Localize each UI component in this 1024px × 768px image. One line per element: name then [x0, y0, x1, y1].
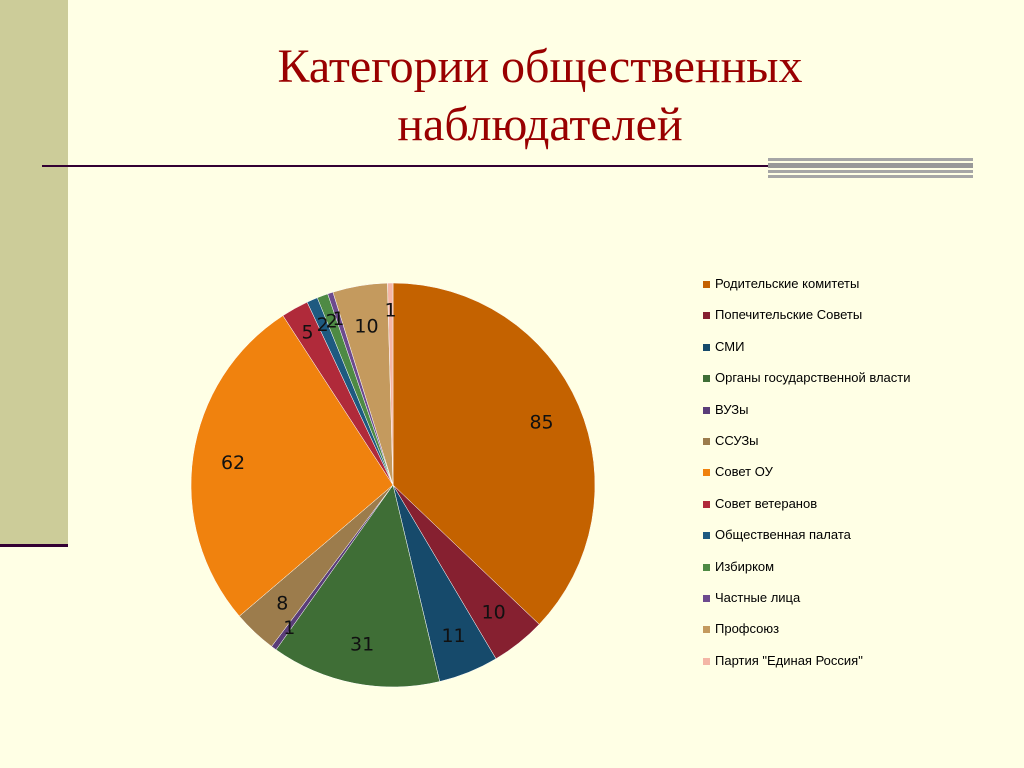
legend-label: Избирком [715, 558, 775, 574]
legend-label: Органы государственной власти [715, 370, 911, 386]
legend-label: Общественная палата [715, 527, 851, 543]
legend-label: ВУЗы [715, 401, 749, 417]
data-label-13: 1 [385, 299, 397, 321]
data-label-11: 1 [332, 308, 344, 330]
pie-slice-7 [190, 315, 394, 617]
legend-item-12: Профсоюз [703, 621, 913, 637]
data-label-1: 85 [529, 411, 553, 433]
title-underline [42, 165, 770, 167]
left-decor-line [0, 544, 68, 547]
legend-swatch [703, 437, 710, 445]
legend-swatch [703, 343, 710, 351]
pie-slice-4 [275, 484, 440, 688]
legend-label: СМИ [715, 338, 745, 354]
data-label-8: 5 [302, 321, 314, 343]
legend-label: Профсоюз [715, 621, 780, 637]
data-label-9: 2 [317, 314, 329, 336]
chart-legend: Родительские комитеты Попечительские Сове… [703, 276, 913, 684]
legend-item-6: ССУЗы [703, 433, 913, 449]
legend-item-10: Избирком [703, 559, 913, 575]
legend-item-4: Органы государственной власти [703, 370, 913, 386]
legend-label: Совет ОУ [715, 464, 773, 480]
data-label-7: 62 [221, 452, 245, 474]
legend-swatch [703, 532, 710, 540]
data-label-12: 10 [354, 316, 378, 338]
legend-label: ССУЗы [715, 432, 759, 448]
legend-item-9: Общественная палата [703, 527, 913, 543]
data-label-5: 1 [283, 617, 295, 639]
legend-item-13: Партия "Единая Россия" [703, 653, 913, 669]
legend-label: Частные лица [715, 589, 801, 605]
legend-label: Попечительские Советы [715, 307, 863, 323]
legend-swatch [703, 469, 710, 477]
data-label-4: 31 [350, 634, 374, 656]
data-label-10: 2 [326, 310, 338, 332]
legend-swatch [703, 406, 710, 414]
data-label-2: 10 [482, 601, 506, 623]
legend-swatch [703, 563, 710, 571]
legend-swatch [703, 281, 710, 288]
legend-item-3: СМИ [703, 339, 913, 355]
legend-swatch [703, 375, 710, 383]
pie-slice-13 [387, 282, 394, 486]
legend-item-7: Совет ОУ [703, 464, 913, 480]
legend-swatch [703, 657, 710, 665]
legend-swatch [703, 594, 710, 602]
legend-label: Родительские комитеты [715, 276, 860, 291]
legend-label: Совет ветеранов [715, 495, 818, 511]
data-label-6: 8 [276, 593, 288, 615]
slide-title: Категории общественных наблюдателей [277, 40, 803, 151]
title-stripes-decor [768, 158, 973, 178]
legend-swatch [703, 500, 710, 508]
legend-item-8: Совет ветеранов [703, 496, 913, 512]
legend-label: Партия "Единая Россия" [715, 652, 863, 668]
legend-swatch [703, 626, 710, 634]
legend-item-11: Частные лица [703, 590, 913, 606]
left-decor-bar [0, 0, 68, 546]
legend-item-5: ВУЗы [703, 402, 913, 418]
legend-item-2: Попечительские Советы [703, 307, 913, 323]
pie-slice-1 [392, 282, 596, 625]
legend-swatch [703, 312, 710, 320]
legend-item-1: Родительские комитеты [703, 276, 913, 292]
data-label-3: 11 [441, 625, 465, 647]
